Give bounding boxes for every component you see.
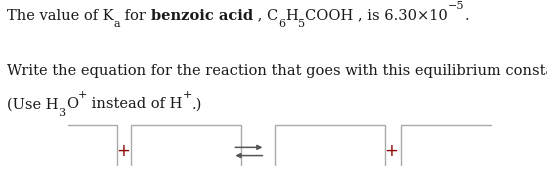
Bar xyxy=(7,125,117,178)
Text: H: H xyxy=(286,9,298,23)
Text: instead of H: instead of H xyxy=(87,97,183,111)
Text: +: + xyxy=(183,90,192,100)
Text: , C: , C xyxy=(253,9,278,23)
Text: .: . xyxy=(464,9,469,23)
Text: −5: −5 xyxy=(448,1,464,11)
Text: The value of K: The value of K xyxy=(7,9,114,23)
Text: +: + xyxy=(78,90,87,100)
Bar xyxy=(401,125,510,178)
Text: COOH , is 6.30×10: COOH , is 6.30×10 xyxy=(305,9,448,23)
Text: a: a xyxy=(114,19,120,29)
Text: +: + xyxy=(385,142,399,160)
Bar xyxy=(275,125,385,178)
Text: (Use H: (Use H xyxy=(7,97,59,111)
Bar xyxy=(131,125,241,178)
Text: 3: 3 xyxy=(59,108,66,118)
Text: Write the equation for the reaction that goes with this equilibrium constant.: Write the equation for the reaction that… xyxy=(7,64,547,78)
Text: for: for xyxy=(120,9,151,23)
Text: .): .) xyxy=(192,97,202,111)
Text: O: O xyxy=(66,97,78,111)
Text: +: + xyxy=(117,142,131,160)
Text: benzoic acid: benzoic acid xyxy=(151,9,253,23)
Text: 6: 6 xyxy=(278,19,286,29)
Text: 5: 5 xyxy=(298,19,305,29)
